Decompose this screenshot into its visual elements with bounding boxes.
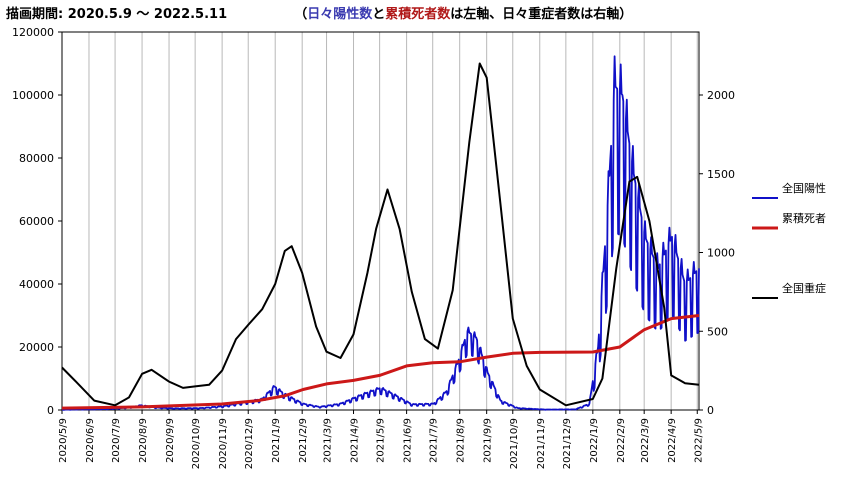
y-left-tick-label: 80000 bbox=[19, 152, 54, 165]
x-tick-label: 2021/7/9 bbox=[429, 418, 440, 463]
y-left-tick-label: 0 bbox=[47, 404, 54, 417]
plot-area bbox=[61, 31, 700, 411]
x-tick-label: 2021/11/9 bbox=[536, 418, 547, 469]
x-tick-label: 2022/3/9 bbox=[640, 418, 651, 463]
x-tick-label: 2020/9/9 bbox=[165, 418, 176, 463]
grid-lines bbox=[61, 32, 698, 410]
y-left-tick-label: 100000 bbox=[12, 89, 54, 102]
note-cases: 日々陽性数 bbox=[307, 7, 373, 22]
x-tick-label: 2021/1/9 bbox=[271, 418, 282, 463]
x-tick-label: 2021/6/9 bbox=[403, 418, 414, 463]
note-open: （ bbox=[294, 7, 308, 22]
legend-label: 累積死者 bbox=[782, 211, 826, 225]
x-axis: 2020/5/9 2020/6/9 2020/7/9 2020/8/9 2020/9/9… bbox=[58, 410, 704, 469]
x-tick-label: 2021/9/9 bbox=[483, 418, 494, 463]
x-tick-label: 2020/11/9 bbox=[218, 418, 229, 469]
x-tick-label: 2020/5/9 bbox=[58, 418, 69, 463]
x-tick-label: 2021/8/9 bbox=[456, 418, 467, 463]
series-line-1 bbox=[62, 55, 700, 411]
x-tick-label: 2021/4/9 bbox=[350, 418, 361, 463]
y-left-tick-label: 120000 bbox=[12, 26, 54, 39]
y-right-tick-label: 1000 bbox=[707, 247, 735, 260]
x-tick-label: 2022/1/9 bbox=[589, 418, 600, 463]
note-rest: は左軸、日々重症者数は右軸） bbox=[450, 7, 633, 22]
left-axis: 0 20000 40000 60000 80000 100000 120000 bbox=[12, 26, 62, 417]
x-tick-label: 2022/2/9 bbox=[616, 418, 627, 463]
x-tick-label: 2020/6/9 bbox=[85, 418, 96, 463]
series-lines bbox=[61, 55, 700, 411]
period-value: 2020.5.9 〜 2022.5.11 bbox=[67, 7, 228, 22]
note-deaths: 累積死者数 bbox=[385, 7, 451, 22]
legend-label: 全国重症 bbox=[782, 281, 826, 295]
note-and: と bbox=[372, 7, 386, 22]
x-tick-label: 2021/5/9 bbox=[376, 418, 387, 463]
series-line-3 bbox=[61, 62, 700, 407]
y-right-tick-label: 500 bbox=[707, 325, 728, 338]
y-right-tick-label: 1500 bbox=[707, 168, 735, 181]
y-right-tick-label: 0 bbox=[707, 404, 714, 417]
legend-label: 全国陽性 bbox=[782, 181, 826, 195]
x-tick-label: 2020/7/9 bbox=[111, 418, 122, 463]
x-tick-label: 2022/5/9 bbox=[693, 418, 704, 463]
series-line-2 bbox=[61, 314, 700, 410]
x-tick-label: 2021/12/9 bbox=[562, 418, 573, 469]
y-left-tick-label: 40000 bbox=[19, 278, 54, 291]
period-label: 描画期間: bbox=[6, 7, 64, 22]
y-right-tick-label: 2000 bbox=[707, 89, 735, 102]
right-axis: 0 500 1000 1500 2000 bbox=[699, 89, 735, 417]
x-tick-label: 2021/3/9 bbox=[323, 418, 334, 463]
x-tick-label: 2020/10/9 bbox=[191, 418, 202, 469]
x-tick-label: 2021/2/9 bbox=[298, 418, 309, 463]
x-tick-label: 2020/8/9 bbox=[138, 418, 149, 463]
chart-title-bar: 描画期間: 2020.5.9 〜 2022.5.11 （日々陽性数と累積死者数は… bbox=[6, 3, 632, 23]
y-left-tick-label: 60000 bbox=[19, 215, 54, 228]
y-left-tick-label: 20000 bbox=[19, 341, 54, 354]
x-tick-label: 2021/10/9 bbox=[509, 418, 520, 469]
x-tick-label: 2020/12/9 bbox=[244, 418, 255, 469]
x-tick-label: 2022/4/9 bbox=[667, 418, 678, 463]
